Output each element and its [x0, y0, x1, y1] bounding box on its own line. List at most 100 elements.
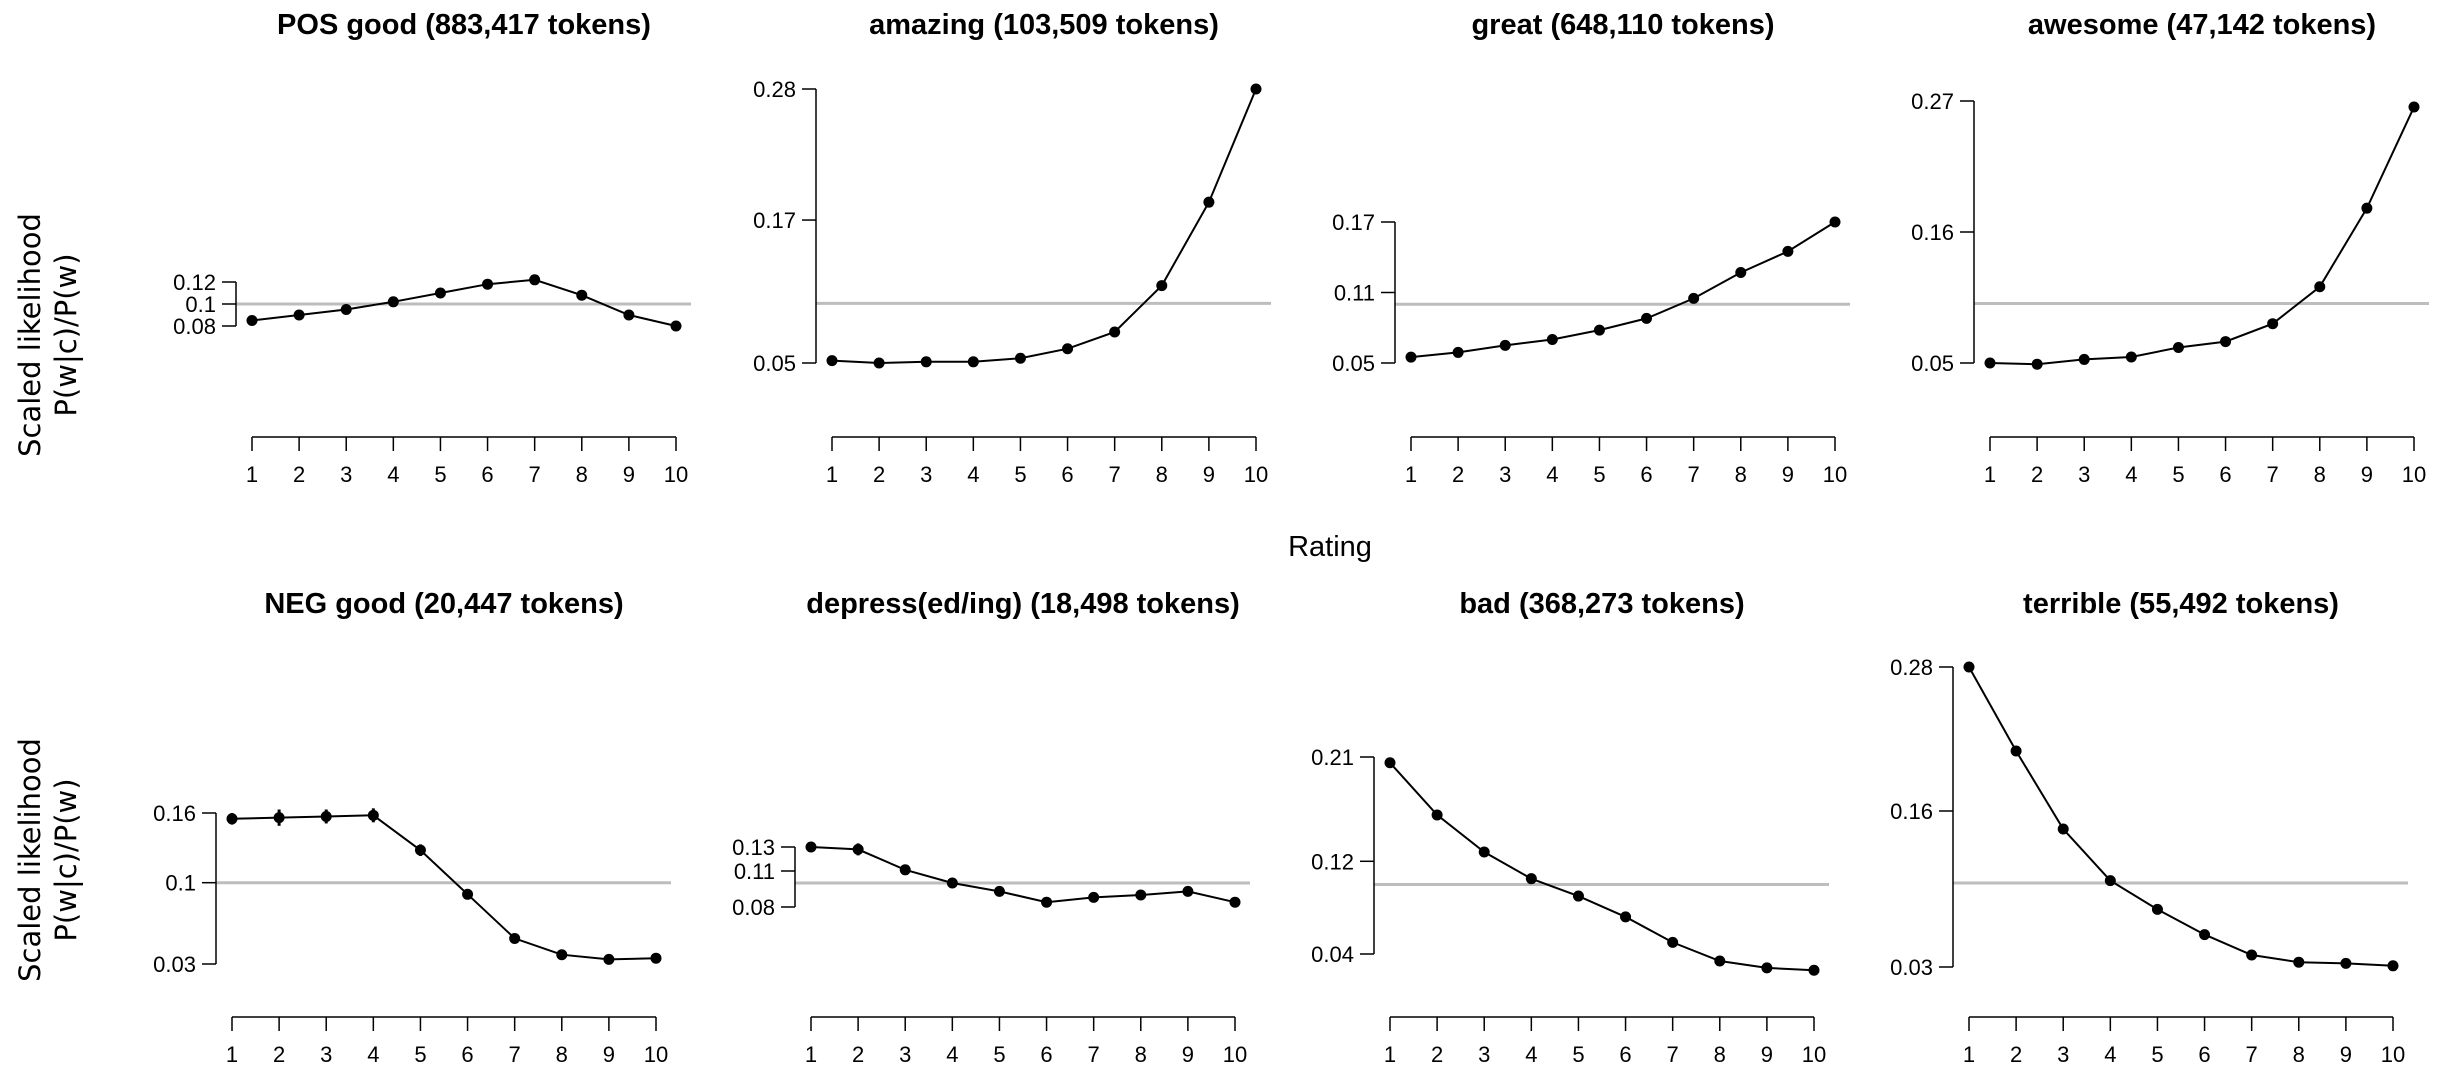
x-tick-label: 9: [1182, 1042, 1194, 1067]
data-point: [462, 888, 474, 900]
data-point: [2267, 318, 2279, 330]
x-tick-label: 6: [1040, 1042, 1052, 1067]
x-tick-label: 2: [273, 1042, 285, 1067]
data-point: [993, 885, 1005, 897]
x-tick-label: 5: [1014, 462, 1026, 487]
data-point: [873, 357, 885, 369]
y-tick-label: 0.03: [1890, 955, 1933, 980]
chart-panel: great (648,110 tokens) 0.05 0.11 0.17 1 2 3 4 5 6…: [1332, 9, 1850, 487]
x-tick-label: 8: [1735, 462, 1747, 487]
y-tick-label: 0.11: [1334, 281, 1375, 306]
x-tick-label: 2: [293, 462, 305, 487]
x-tick-label: 3: [320, 1042, 332, 1067]
x-tick-label: 3: [340, 462, 352, 487]
y-axis-label-top: Scaled likelihood P(w|c)/P(w): [13, 213, 83, 457]
y-tick-label: 0.05: [1911, 351, 1954, 376]
y-tick-label: 0.27: [1911, 89, 1954, 114]
x-tick-label: 4: [946, 1042, 958, 1067]
x-tick-label: 7: [509, 1042, 521, 1067]
x-tick-label: 5: [993, 1042, 1005, 1067]
chart-title: bad (368,273 tokens): [1459, 588, 1744, 620]
data-point: [273, 812, 285, 824]
data-point: [1984, 357, 1996, 369]
series-line: [251, 278, 677, 327]
data-point: [576, 289, 588, 301]
y-tick-label: 0.28: [1890, 655, 1933, 680]
y-tick-label: 0.1: [165, 871, 196, 896]
x-tick-label: 1: [226, 1042, 238, 1067]
data-point: [1641, 312, 1653, 324]
data-point: [650, 952, 662, 964]
data-point: [920, 356, 932, 368]
x-tick-label: 7: [1088, 1042, 1100, 1067]
x-tick-label: 10: [644, 1042, 668, 1067]
data-point: [1135, 889, 1147, 901]
x-tick-label: 2: [2031, 462, 2043, 487]
y-tick-label: 0.28: [753, 77, 796, 102]
data-point: [1109, 326, 1121, 338]
y-tick-label: 0.04: [1311, 942, 1354, 967]
x-tick-label: 9: [2361, 462, 2373, 487]
data-point: [320, 810, 332, 822]
x-tick-label: 5: [1572, 1042, 1584, 1067]
x-tick-label: 4: [2125, 462, 2137, 487]
x-tick-label: 9: [2340, 1042, 2352, 1067]
x-tick-label: 2: [2010, 1042, 2022, 1067]
chart-panel: awesome (47,142 tokens) 0.05 0.16 0.27 1 2 3 4 5…: [1911, 9, 2429, 487]
x-tick-label: 2: [1452, 462, 1464, 487]
x-tick-label: 7: [2246, 1042, 2258, 1067]
data-point: [509, 932, 521, 944]
chart-title: depress(ed/ing) (18,498 tokens): [806, 588, 1240, 620]
x-tick-label: 1: [1984, 462, 1996, 487]
x-tick-label: 8: [556, 1042, 568, 1067]
chart-panel: terrible (55,492 tokens) 0.03 0.16 0.28 1 2 3 4…: [1890, 588, 2408, 1067]
series-line: [1989, 106, 2415, 366]
data-point: [293, 309, 305, 321]
x-tick-label: 8: [1135, 1042, 1147, 1067]
x-tick-label: 3: [920, 462, 932, 487]
x-tick-label: 6: [2198, 1042, 2210, 1067]
data-point: [2220, 336, 2232, 348]
x-tick-label: 10: [2402, 462, 2426, 487]
y-tick-label: 0.08: [173, 314, 216, 339]
y-tick-label: 0.16: [153, 801, 196, 826]
x-tick-label: 9: [1782, 462, 1794, 487]
data-point: [414, 844, 426, 856]
data-point: [2293, 956, 2305, 968]
data-point: [1963, 661, 1975, 673]
x-tick-label: 3: [2057, 1042, 2069, 1067]
chart-panel: amazing (103,509 tokens) 0.05 0.17 0.28 1 2 3 4…: [753, 9, 1271, 487]
y-tick-label: 0.17: [753, 208, 796, 233]
data-point: [340, 304, 352, 315]
x-tick-label: 3: [2078, 462, 2090, 487]
y-axis-label-line1: Scaled likelihood: [13, 738, 47, 982]
data-point: [1452, 346, 1464, 358]
x-tick-label: 10: [2381, 1042, 2405, 1067]
x-tick-label: 4: [1525, 1042, 1537, 1067]
x-tick-label: 1: [805, 1042, 817, 1067]
data-point: [2199, 929, 2211, 941]
data-point: [1203, 196, 1215, 208]
data-point: [1405, 351, 1417, 363]
chart-title: great (648,110 tokens): [1471, 9, 1774, 41]
x-tick-label: 1: [1963, 1042, 1975, 1067]
data-point: [1156, 280, 1168, 292]
y-tick-label: 0.05: [1332, 351, 1375, 376]
chart-panel: POS good (883,417 tokens) 0.080.10.12 1 2 3 4…: [173, 9, 691, 487]
x-tick-label: 7: [1109, 462, 1121, 487]
y-axis-label-line2: P(w|c)/P(w): [49, 253, 83, 416]
data-point: [1088, 891, 1100, 903]
data-point: [1062, 343, 1074, 355]
data-point: [826, 355, 838, 367]
x-tick-label: 3: [1499, 462, 1511, 487]
x-tick-label: 5: [414, 1042, 426, 1067]
x-tick-label: 9: [603, 1042, 615, 1067]
y-tick-label: 0.13: [732, 835, 775, 860]
chart-panel: depress(ed/ing) (18,498 tokens) 0.08 0.110…: [732, 588, 1250, 1067]
data-point: [946, 877, 958, 889]
y-tick-label: 0.03: [153, 952, 196, 977]
x-tick-label: 8: [2314, 462, 2326, 487]
data-point: [1478, 846, 1490, 858]
x-tick-label: 1: [1384, 1042, 1396, 1067]
data-point: [1182, 885, 1194, 897]
